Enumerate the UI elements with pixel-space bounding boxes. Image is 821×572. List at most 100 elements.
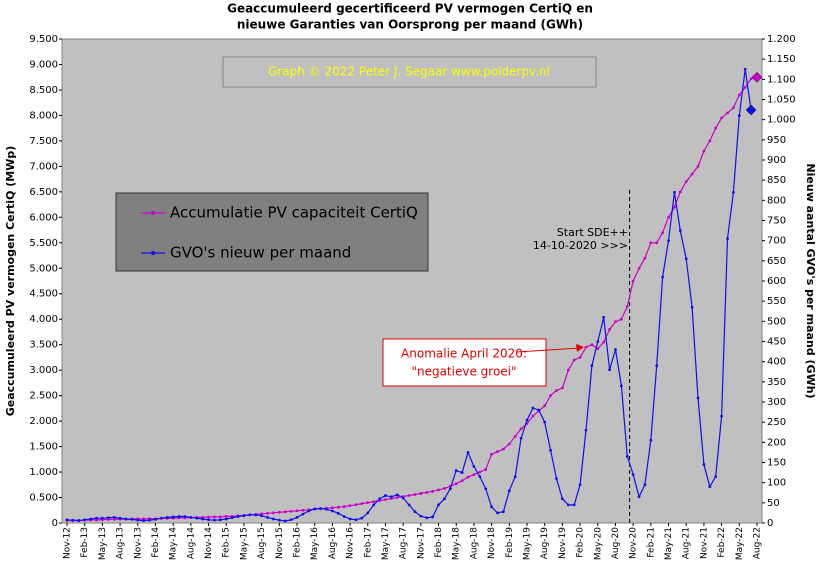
point xyxy=(472,473,476,476)
point xyxy=(443,486,446,490)
series-line xyxy=(67,76,758,522)
point xyxy=(596,340,600,343)
point xyxy=(177,515,181,518)
point xyxy=(667,239,670,243)
point xyxy=(218,515,222,519)
y2-tick-label: 250 xyxy=(767,417,786,428)
point xyxy=(537,408,541,412)
annotation: 14-10-2020 >>> xyxy=(533,239,628,252)
point xyxy=(502,447,505,451)
arrow-head xyxy=(576,344,584,352)
point xyxy=(466,475,470,479)
point xyxy=(289,509,293,513)
point xyxy=(525,418,529,422)
y2-tick-label: 350 xyxy=(767,377,786,388)
point xyxy=(572,358,576,362)
point xyxy=(142,519,146,522)
point xyxy=(213,515,216,519)
point xyxy=(65,518,69,522)
point xyxy=(118,516,122,520)
point xyxy=(566,503,570,507)
x-tick-label: Nov-18 xyxy=(487,527,497,559)
point xyxy=(425,516,429,520)
y2-tick-label: 500 xyxy=(767,316,786,327)
point xyxy=(336,511,340,515)
y2-tick-label: 700 xyxy=(767,236,786,247)
y-tick-label: 6.500 xyxy=(29,187,58,198)
annotation: "negatieve groei" xyxy=(411,365,516,379)
point xyxy=(560,386,564,390)
point xyxy=(242,514,246,518)
point xyxy=(590,364,594,368)
point xyxy=(354,518,358,522)
x-tick-label: Feb-20 xyxy=(576,527,586,558)
point xyxy=(165,515,169,519)
point xyxy=(266,511,269,515)
x-tick-label: May-20 xyxy=(593,527,603,560)
point xyxy=(490,452,494,456)
point xyxy=(154,517,157,521)
point xyxy=(584,345,588,349)
annotation: Anomalie April 2020: xyxy=(401,347,527,361)
point xyxy=(507,442,511,446)
y2-tick-label: 850 xyxy=(767,175,786,186)
x-tick-label: Nov-17 xyxy=(416,527,426,559)
y2-tick-label: 1.000 xyxy=(767,115,796,126)
point xyxy=(431,490,435,493)
point xyxy=(437,488,440,492)
point xyxy=(224,517,228,521)
x-tick-label: May-13 xyxy=(98,527,108,560)
x-tick-label: May-15 xyxy=(239,527,249,560)
point xyxy=(643,483,647,487)
point xyxy=(413,510,417,514)
point xyxy=(743,86,747,89)
x-tick-label: Aug-18 xyxy=(469,527,479,560)
point xyxy=(708,139,712,143)
point xyxy=(395,493,399,497)
legend xyxy=(115,192,429,272)
point xyxy=(301,508,305,512)
y-tick-label: 5.500 xyxy=(29,238,58,249)
point xyxy=(195,516,199,520)
point xyxy=(342,515,346,518)
point xyxy=(684,257,688,261)
point xyxy=(720,116,724,120)
point xyxy=(608,368,611,372)
point xyxy=(714,475,718,479)
point xyxy=(425,491,429,494)
point xyxy=(637,266,641,270)
point xyxy=(737,93,741,97)
y2-tick-label: 1.200 xyxy=(767,34,796,45)
x-tick-label: Nov-21 xyxy=(699,527,709,559)
y-tick-label: 1.000 xyxy=(29,467,58,478)
point xyxy=(543,420,547,424)
point xyxy=(89,517,92,521)
point xyxy=(655,241,659,245)
anomaly-box xyxy=(382,338,547,387)
point xyxy=(136,518,140,522)
point xyxy=(749,77,753,81)
y-axis-label: Geaccumuleerd PV vermogen CertiQ (MWp) xyxy=(4,146,17,417)
point xyxy=(360,502,364,506)
y-tick-label: 2.500 xyxy=(29,391,58,402)
point xyxy=(112,518,116,521)
point xyxy=(702,149,706,153)
point xyxy=(678,229,682,232)
annotation: Start SDE++ xyxy=(557,226,628,239)
chart-title: Geaccumuleerd gecertificeerd PV vermogen… xyxy=(227,2,593,16)
x-tick-label: Feb-16 xyxy=(293,527,303,558)
point xyxy=(189,515,193,519)
y2-tick-label: 450 xyxy=(767,337,786,348)
point xyxy=(224,514,228,518)
point xyxy=(295,515,299,519)
y2-tick-label: 100 xyxy=(767,478,786,489)
x-tick-label: Feb-19 xyxy=(505,527,515,558)
x-tick-label: Feb-14 xyxy=(151,527,161,558)
point xyxy=(513,434,517,438)
point xyxy=(726,111,729,115)
point xyxy=(348,517,352,521)
point xyxy=(431,515,435,519)
y2-tick-label: 650 xyxy=(767,256,786,267)
point xyxy=(289,518,293,522)
point xyxy=(466,451,470,454)
